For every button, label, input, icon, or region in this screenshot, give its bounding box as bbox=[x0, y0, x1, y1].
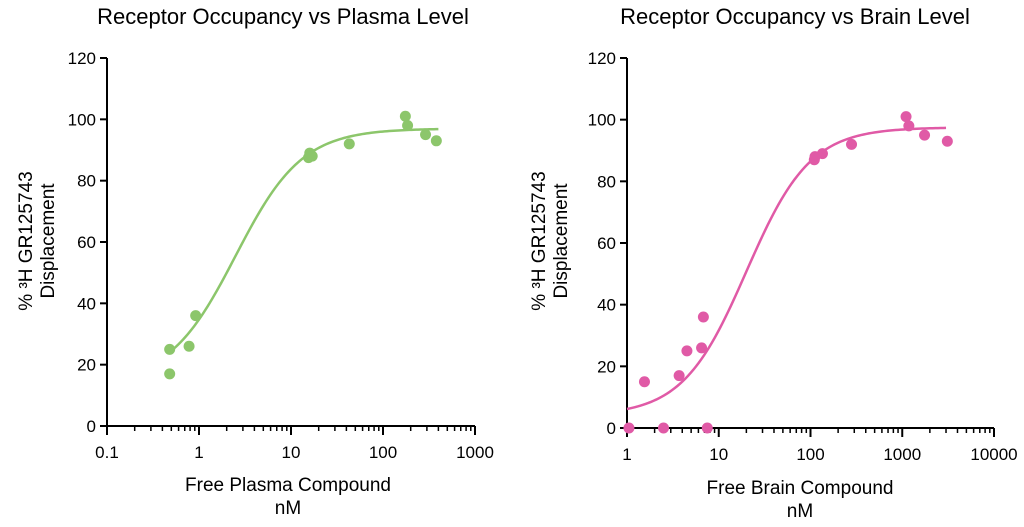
y-axis-title: % ³H GR125743 Displacement bbox=[16, 171, 59, 310]
data-point bbox=[697, 311, 709, 323]
y-axis-label-line2: Displacement bbox=[551, 183, 572, 299]
data-point bbox=[816, 148, 828, 160]
data-point bbox=[420, 129, 432, 141]
data-point bbox=[430, 135, 442, 147]
data-point bbox=[164, 343, 176, 355]
data-point bbox=[696, 342, 708, 354]
y-axis-label-line1: % ³H GR125743 bbox=[529, 171, 550, 310]
data-point bbox=[846, 138, 858, 150]
y-axis-title: % ³H GR125743 Displacement bbox=[529, 171, 572, 310]
y-tick-label: 0 bbox=[87, 417, 96, 436]
plot-area: 0 20 40 60 80 100 120 0.1 1 10 100 1000 bbox=[68, 49, 494, 462]
chart-title: Receptor Occupancy vs Plasma Level bbox=[97, 4, 469, 29]
data-point bbox=[658, 422, 670, 434]
data-point bbox=[638, 376, 650, 388]
x-tick-label: 100 bbox=[369, 443, 397, 462]
data-point bbox=[402, 119, 414, 131]
y-tick-label: 40 bbox=[77, 294, 96, 313]
y-tick-label: 120 bbox=[68, 49, 96, 68]
x-tick-label: 10000 bbox=[970, 445, 1017, 464]
data-point bbox=[941, 135, 953, 147]
data-point bbox=[343, 138, 355, 150]
x-tick-label: 10 bbox=[282, 443, 301, 462]
y-tick-label: 20 bbox=[77, 356, 96, 375]
y-tick-label: 100 bbox=[588, 111, 616, 130]
chart-brain: Receptor Occupancy vs Brain Level % ³H G… bbox=[529, 4, 1018, 522]
x-tick-label: 1000 bbox=[883, 445, 921, 464]
data-point bbox=[903, 120, 915, 132]
data-point bbox=[623, 422, 635, 434]
y-tick-label: 120 bbox=[588, 49, 616, 68]
data-point bbox=[183, 340, 195, 352]
y-tick-label: 40 bbox=[597, 296, 616, 315]
chart-plasma: Receptor Occupancy vs Plasma Level % ³H … bbox=[16, 4, 494, 519]
y-axis-label-line1: % ³H GR125743 bbox=[16, 171, 37, 310]
x-axis-label-line1: Free Brain Compound bbox=[707, 478, 894, 499]
data-point bbox=[681, 345, 693, 357]
y-tick-label: 100 bbox=[68, 110, 96, 129]
x-axis-label-line2: nM bbox=[275, 498, 301, 519]
x-tick-label: 100 bbox=[796, 445, 824, 464]
y-tick-label: 60 bbox=[597, 234, 616, 253]
x-tick-label: 0.1 bbox=[95, 443, 119, 462]
y-tick-label: 80 bbox=[597, 172, 616, 191]
fit-curve bbox=[168, 127, 439, 354]
data-point bbox=[399, 110, 411, 122]
x-axis-label-line1: Free Plasma Compound bbox=[185, 475, 391, 496]
x-tick-label: 1 bbox=[194, 443, 203, 462]
y-tick-label: 20 bbox=[597, 357, 616, 376]
x-axis-label-line2: nM bbox=[787, 501, 813, 522]
y-axis-label-line2: Displacement bbox=[38, 183, 59, 299]
data-point bbox=[306, 150, 318, 162]
data-point bbox=[919, 129, 931, 141]
y-tick-label: 60 bbox=[77, 233, 96, 252]
data-point bbox=[673, 370, 685, 382]
chart-title: Receptor Occupancy vs Brain Level bbox=[620, 4, 970, 29]
data-point bbox=[164, 368, 176, 380]
x-tick-label: 10 bbox=[709, 445, 728, 464]
data-point bbox=[900, 111, 912, 123]
data-point bbox=[701, 422, 713, 434]
data-point bbox=[190, 310, 202, 322]
y-tick-label: 80 bbox=[77, 172, 96, 191]
x-tick-label: 1000 bbox=[456, 443, 494, 462]
x-tick-label: 1 bbox=[622, 445, 631, 464]
fit-curve bbox=[626, 126, 947, 411]
y-tick-label: 0 bbox=[607, 419, 616, 438]
